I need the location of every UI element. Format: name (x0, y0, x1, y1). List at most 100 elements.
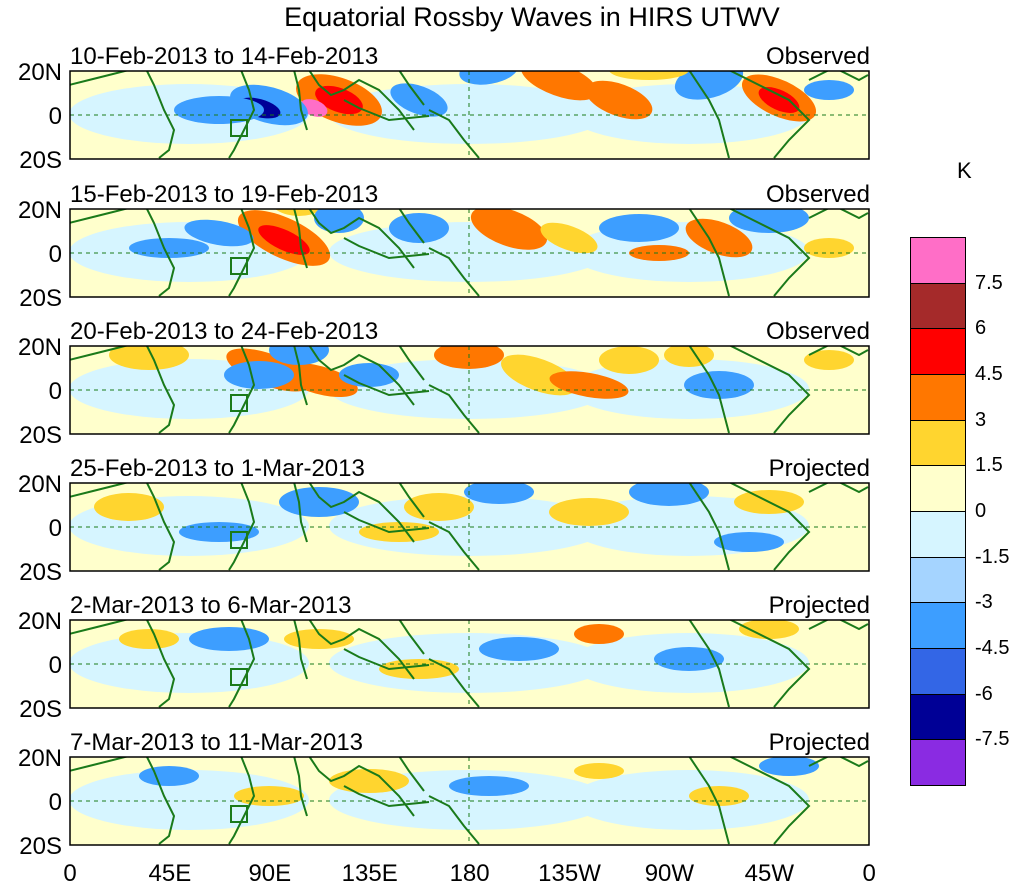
coastline (688, 71, 730, 159)
panel-date-range: 25-Feb-2013 to 1-Mar-2013 (70, 455, 365, 482)
coastline (308, 209, 415, 269)
coastline (228, 757, 256, 845)
map-canvas (69, 756, 870, 846)
region-box (230, 668, 248, 686)
colorbar-swatch (910, 693, 966, 741)
coastline (343, 237, 430, 260)
anomaly-contour (314, 209, 364, 233)
anomaly-contour (109, 346, 189, 370)
panel-status: Projected (768, 592, 870, 619)
coastline (228, 346, 256, 434)
coastline (688, 346, 730, 434)
anomaly-contour (94, 493, 164, 521)
colorbar-swatch (910, 237, 966, 284)
map-canvas (69, 208, 870, 298)
lat-label: 20N (17, 334, 62, 361)
coastline (293, 209, 308, 269)
map-panel: 15-Feb-2013 to 19-Feb-2013 Observed 20N 0 20… (0, 181, 900, 321)
map-frame (69, 482, 870, 572)
colorbar-label: 1.5 (975, 454, 1003, 477)
colorbar-swatch (910, 328, 966, 375)
region-box (230, 394, 248, 412)
coastline (838, 483, 869, 494)
anomaly-contour (549, 371, 629, 399)
x-tick-label: 0 (63, 860, 77, 887)
colorbar-label: -4.5 (975, 637, 1010, 659)
coastline (343, 648, 430, 671)
x-tick-label: 135W (538, 860, 601, 887)
coastline (308, 757, 415, 817)
anomaly-contour (674, 71, 744, 100)
anomaly-contour (654, 647, 724, 671)
colorbar-swatch (910, 511, 966, 558)
panel-date-range: 7-Mar-2013 to 11-Mar-2013 (70, 729, 364, 756)
panel-status: Projected (768, 729, 870, 756)
coastline (838, 757, 869, 768)
coastline (70, 620, 176, 708)
region-box (230, 805, 248, 823)
coastline (293, 483, 308, 543)
panel-date-range: 20-Feb-2013 to 24-Feb-2013 (70, 318, 379, 345)
coastline (728, 620, 811, 708)
colorbar-swatch (910, 556, 966, 604)
coastline (838, 209, 869, 220)
colorbar (910, 237, 968, 786)
coastline (728, 757, 811, 845)
colorbar-swatch (910, 465, 966, 512)
x-tick-label: 0 (862, 860, 876, 887)
panel-status: Projected (768, 455, 870, 482)
coastline (293, 71, 308, 131)
anomaly-contour (574, 624, 624, 644)
colorbar-swatch (910, 282, 966, 330)
colorbar-label: -3 (975, 591, 993, 614)
coastline (688, 483, 730, 571)
coastline (343, 374, 430, 397)
colorbar-label: 7.5 (975, 271, 1003, 294)
coastline (398, 209, 425, 244)
map-frame (69, 208, 870, 298)
map-panel: 2-Mar-2013 to 6-Mar-2013 Projected 20N 0 20S (0, 592, 900, 732)
lat-label: 20S (19, 559, 62, 586)
anomaly-contour (189, 627, 269, 651)
coastline (398, 71, 425, 106)
anomaly-contour (70, 633, 309, 693)
map-frame (69, 756, 870, 846)
anomaly-contour (234, 786, 304, 806)
coastline (70, 483, 176, 571)
colorbar-label: 3 (975, 408, 987, 431)
anomaly-contour (629, 245, 689, 261)
coastline (398, 483, 425, 518)
anomaly-contour (759, 757, 819, 776)
anomaly-contour (470, 209, 548, 250)
anomaly-contour (569, 770, 809, 830)
lat-label: 0 (48, 652, 62, 679)
colorbar-label: -6 (975, 682, 993, 705)
coastline (70, 757, 176, 845)
coastline (688, 757, 730, 845)
anomaly-contour (258, 225, 310, 255)
colorbar-swatch (910, 602, 966, 649)
coastline-group (70, 346, 869, 434)
colorbar-swatch (910, 648, 966, 695)
panel-date-range: 2-Mar-2013 to 6-Mar-2013 (70, 592, 352, 619)
coastline (228, 71, 256, 159)
lat-label: 20N (17, 608, 62, 635)
anomaly-contour (664, 346, 714, 367)
anomaly-contour (758, 87, 800, 113)
coastline (688, 209, 730, 297)
anomaly-contour (629, 483, 709, 506)
lat-label: 20S (19, 147, 62, 174)
anomaly-contour (404, 493, 474, 521)
panel-status: Observed (765, 181, 870, 208)
anomaly-contour (540, 222, 598, 254)
anomaly-contour (119, 629, 179, 649)
panel-status: Observed (765, 43, 870, 70)
anomaly-contour (689, 786, 749, 806)
lat-label: 20S (19, 696, 62, 723)
anomaly-contour (174, 96, 264, 124)
anomaly-contour (714, 532, 784, 552)
colorbar-label: 6 (975, 317, 987, 340)
colorbar-label: 0 (975, 500, 987, 522)
x-tick-label: 135E (341, 860, 398, 887)
coastline (688, 620, 730, 708)
